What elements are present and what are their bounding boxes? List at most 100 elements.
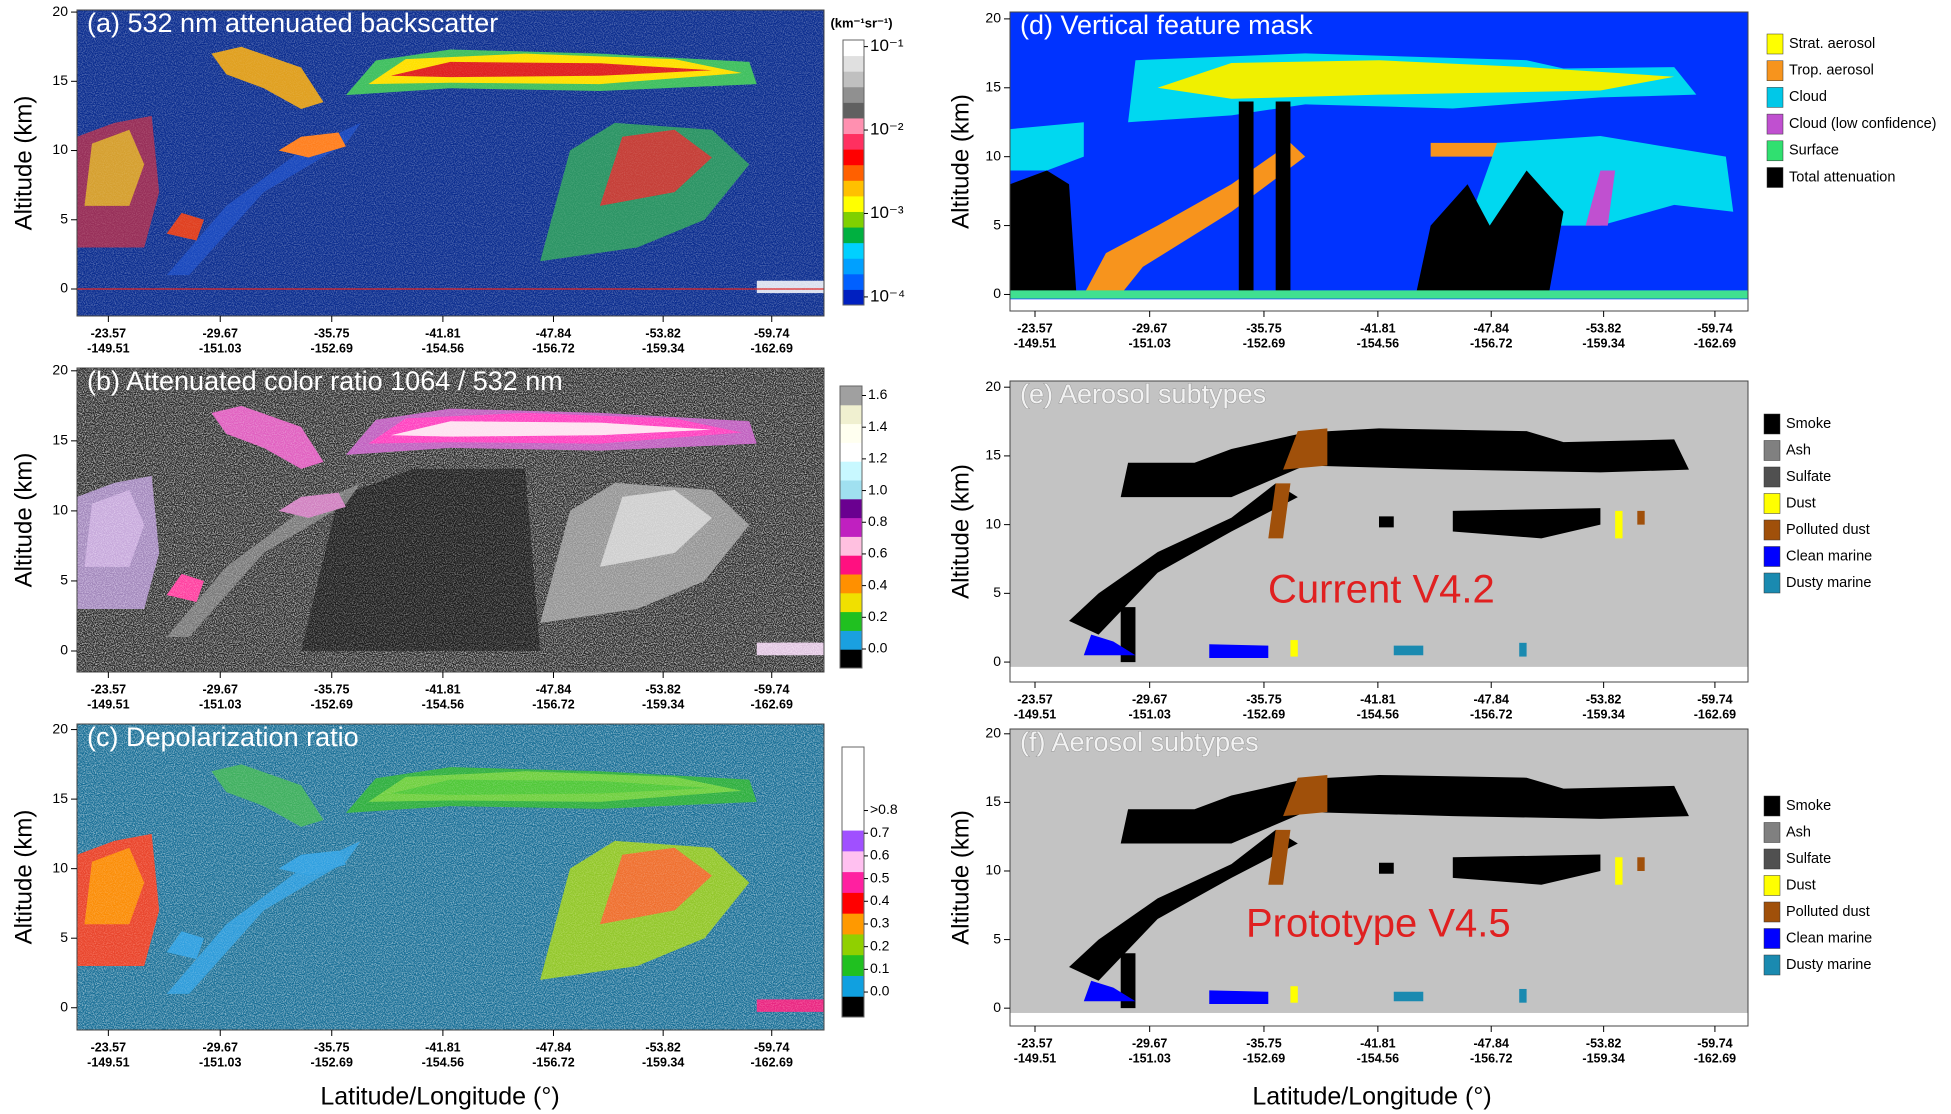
- x-tick-label: -53.82: [645, 326, 680, 340]
- legend-label: Clean marine: [1786, 930, 1872, 946]
- colorbar-tick-label: 0.8: [868, 513, 888, 529]
- colorbar-tick-label: 1.2: [868, 450, 888, 466]
- x-tick-label: -162.69: [1694, 707, 1736, 721]
- x-tick-label: -151.03: [1128, 1051, 1170, 1065]
- colorbar-segment: [840, 649, 862, 669]
- y-tick-label: 15: [985, 78, 1001, 94]
- x-tick-label: -159.34: [1582, 1051, 1624, 1065]
- y-axis-label: Altitude (km): [10, 453, 37, 588]
- colorbar-tick-label: 0.0: [870, 983, 890, 999]
- colorbar-segment: [842, 850, 864, 873]
- x-tick-label: -35.75: [1246, 692, 1281, 706]
- x-tick-label: -53.82: [645, 682, 680, 696]
- feature: [1519, 642, 1527, 657]
- x-tick-label: -151.03: [199, 697, 241, 711]
- feature: [1010, 122, 1084, 171]
- legend-label: Ash: [1786, 824, 1811, 840]
- x-tick-label: -23.57: [91, 682, 126, 696]
- feature: [1290, 640, 1298, 657]
- x-tick-label: -59.74: [754, 326, 789, 340]
- x-tick-label: -151.03: [1128, 707, 1170, 721]
- feature: [1120, 774, 1689, 844]
- colorbar-frame: [839, 385, 863, 669]
- panel-title: (e) Aerosol subtypes: [1020, 379, 1266, 409]
- x-tick-label: -29.67: [203, 326, 238, 340]
- colorbar-segment: [843, 211, 864, 228]
- x-tick-label: -149.51: [87, 697, 129, 711]
- x-tick-label: -29.67: [203, 1040, 238, 1054]
- x-tick-label: -29.67: [1132, 692, 1167, 706]
- feature: [1209, 990, 1269, 1005]
- y-axis-label: Altitude (km): [947, 94, 974, 229]
- x-tick-label: -152.69: [1243, 336, 1285, 350]
- feature: [1585, 170, 1616, 226]
- feature: [1238, 101, 1254, 295]
- y-tick-label: 0: [60, 280, 68, 296]
- colorbar-frame: [841, 746, 865, 1018]
- x-tick-label: -162.69: [751, 697, 793, 711]
- legend-label: Strat. aerosol: [1789, 36, 1875, 52]
- feature: [1615, 510, 1623, 539]
- legend-swatch: [1763, 848, 1781, 870]
- y-axis-label: Altitude (km): [10, 96, 37, 231]
- x-tick-label: -53.82: [1586, 692, 1621, 706]
- feature: [1379, 862, 1394, 874]
- y-tick-label: 20: [985, 378, 1001, 394]
- colorbar-segment: [840, 498, 862, 519]
- colorbar-segment: [840, 461, 862, 481]
- x-tick-label: -159.34: [1582, 707, 1624, 721]
- feature: [1283, 774, 1328, 817]
- x-tick-label: -29.67: [203, 682, 238, 696]
- legend-label: Polluted dust: [1786, 522, 1870, 538]
- y-tick-label: 10: [985, 515, 1001, 531]
- colorbar-tick-label: >0.8: [870, 801, 898, 817]
- y-tick-label: 15: [985, 447, 1001, 463]
- colorbar-segment: [840, 386, 862, 406]
- colorbar-segment: [842, 767, 864, 790]
- x-tick-label: -149.51: [87, 1055, 129, 1069]
- x-tick-label: -162.69: [1694, 1051, 1736, 1065]
- feature: [1615, 857, 1623, 885]
- x-tick-label: -23.57: [91, 326, 126, 340]
- x-tick-label: -47.84: [1473, 1036, 1508, 1050]
- y-tick-label: 5: [60, 929, 68, 945]
- colorbar-segment: [842, 913, 864, 935]
- panel-title: (c) Depolarization ratio: [87, 722, 359, 752]
- x-tick-label: -159.34: [642, 1055, 684, 1069]
- x-tick-label: -156.72: [532, 697, 574, 711]
- legend-label: Cloud: [1789, 89, 1827, 105]
- x-tick-label: -23.57: [1017, 692, 1052, 706]
- y-tick-label: 15: [52, 790, 68, 806]
- x-tick-label: -149.51: [1014, 336, 1056, 350]
- feature: [1637, 510, 1645, 525]
- colorbar-segment: [843, 71, 864, 88]
- feature: [1209, 644, 1269, 658]
- colorbar-segment: [843, 102, 864, 119]
- legend-label: Surface: [1789, 143, 1839, 159]
- feature: [1069, 483, 1298, 635]
- legend-swatch: [1763, 493, 1781, 514]
- legend-swatch: [1763, 954, 1781, 976]
- x-tick-label: -23.57: [1017, 1036, 1052, 1050]
- y-tick-label: 0: [60, 642, 68, 658]
- colorbar-tick-label: 0.4: [868, 576, 888, 592]
- feature: [1069, 829, 1298, 981]
- y-tick-label: 10: [985, 147, 1001, 163]
- colorbar-tick-label: 0.4: [870, 892, 890, 908]
- x-tick-label: -162.69: [751, 341, 793, 355]
- y-tick-label: 15: [52, 72, 68, 88]
- y-tick-label: 15: [52, 432, 68, 448]
- x-tick-label: -149.51: [1014, 707, 1056, 721]
- colorbar-tick-label: 1.0: [868, 481, 888, 497]
- x-tick-label: -159.34: [1582, 336, 1624, 350]
- colorbar-segment: [840, 611, 862, 631]
- colorbar-tick-label: 1.4: [868, 418, 888, 434]
- colorbar-tick-label: 0.3: [870, 915, 890, 931]
- feature: [1393, 645, 1424, 656]
- x-tick-label: -159.34: [642, 341, 684, 355]
- x-tick-label: -152.69: [311, 1055, 353, 1069]
- legend-label: Dusty marine: [1786, 575, 1871, 591]
- x-tick-label: -35.75: [1246, 321, 1281, 335]
- legend-label: Dusty marine: [1786, 957, 1871, 973]
